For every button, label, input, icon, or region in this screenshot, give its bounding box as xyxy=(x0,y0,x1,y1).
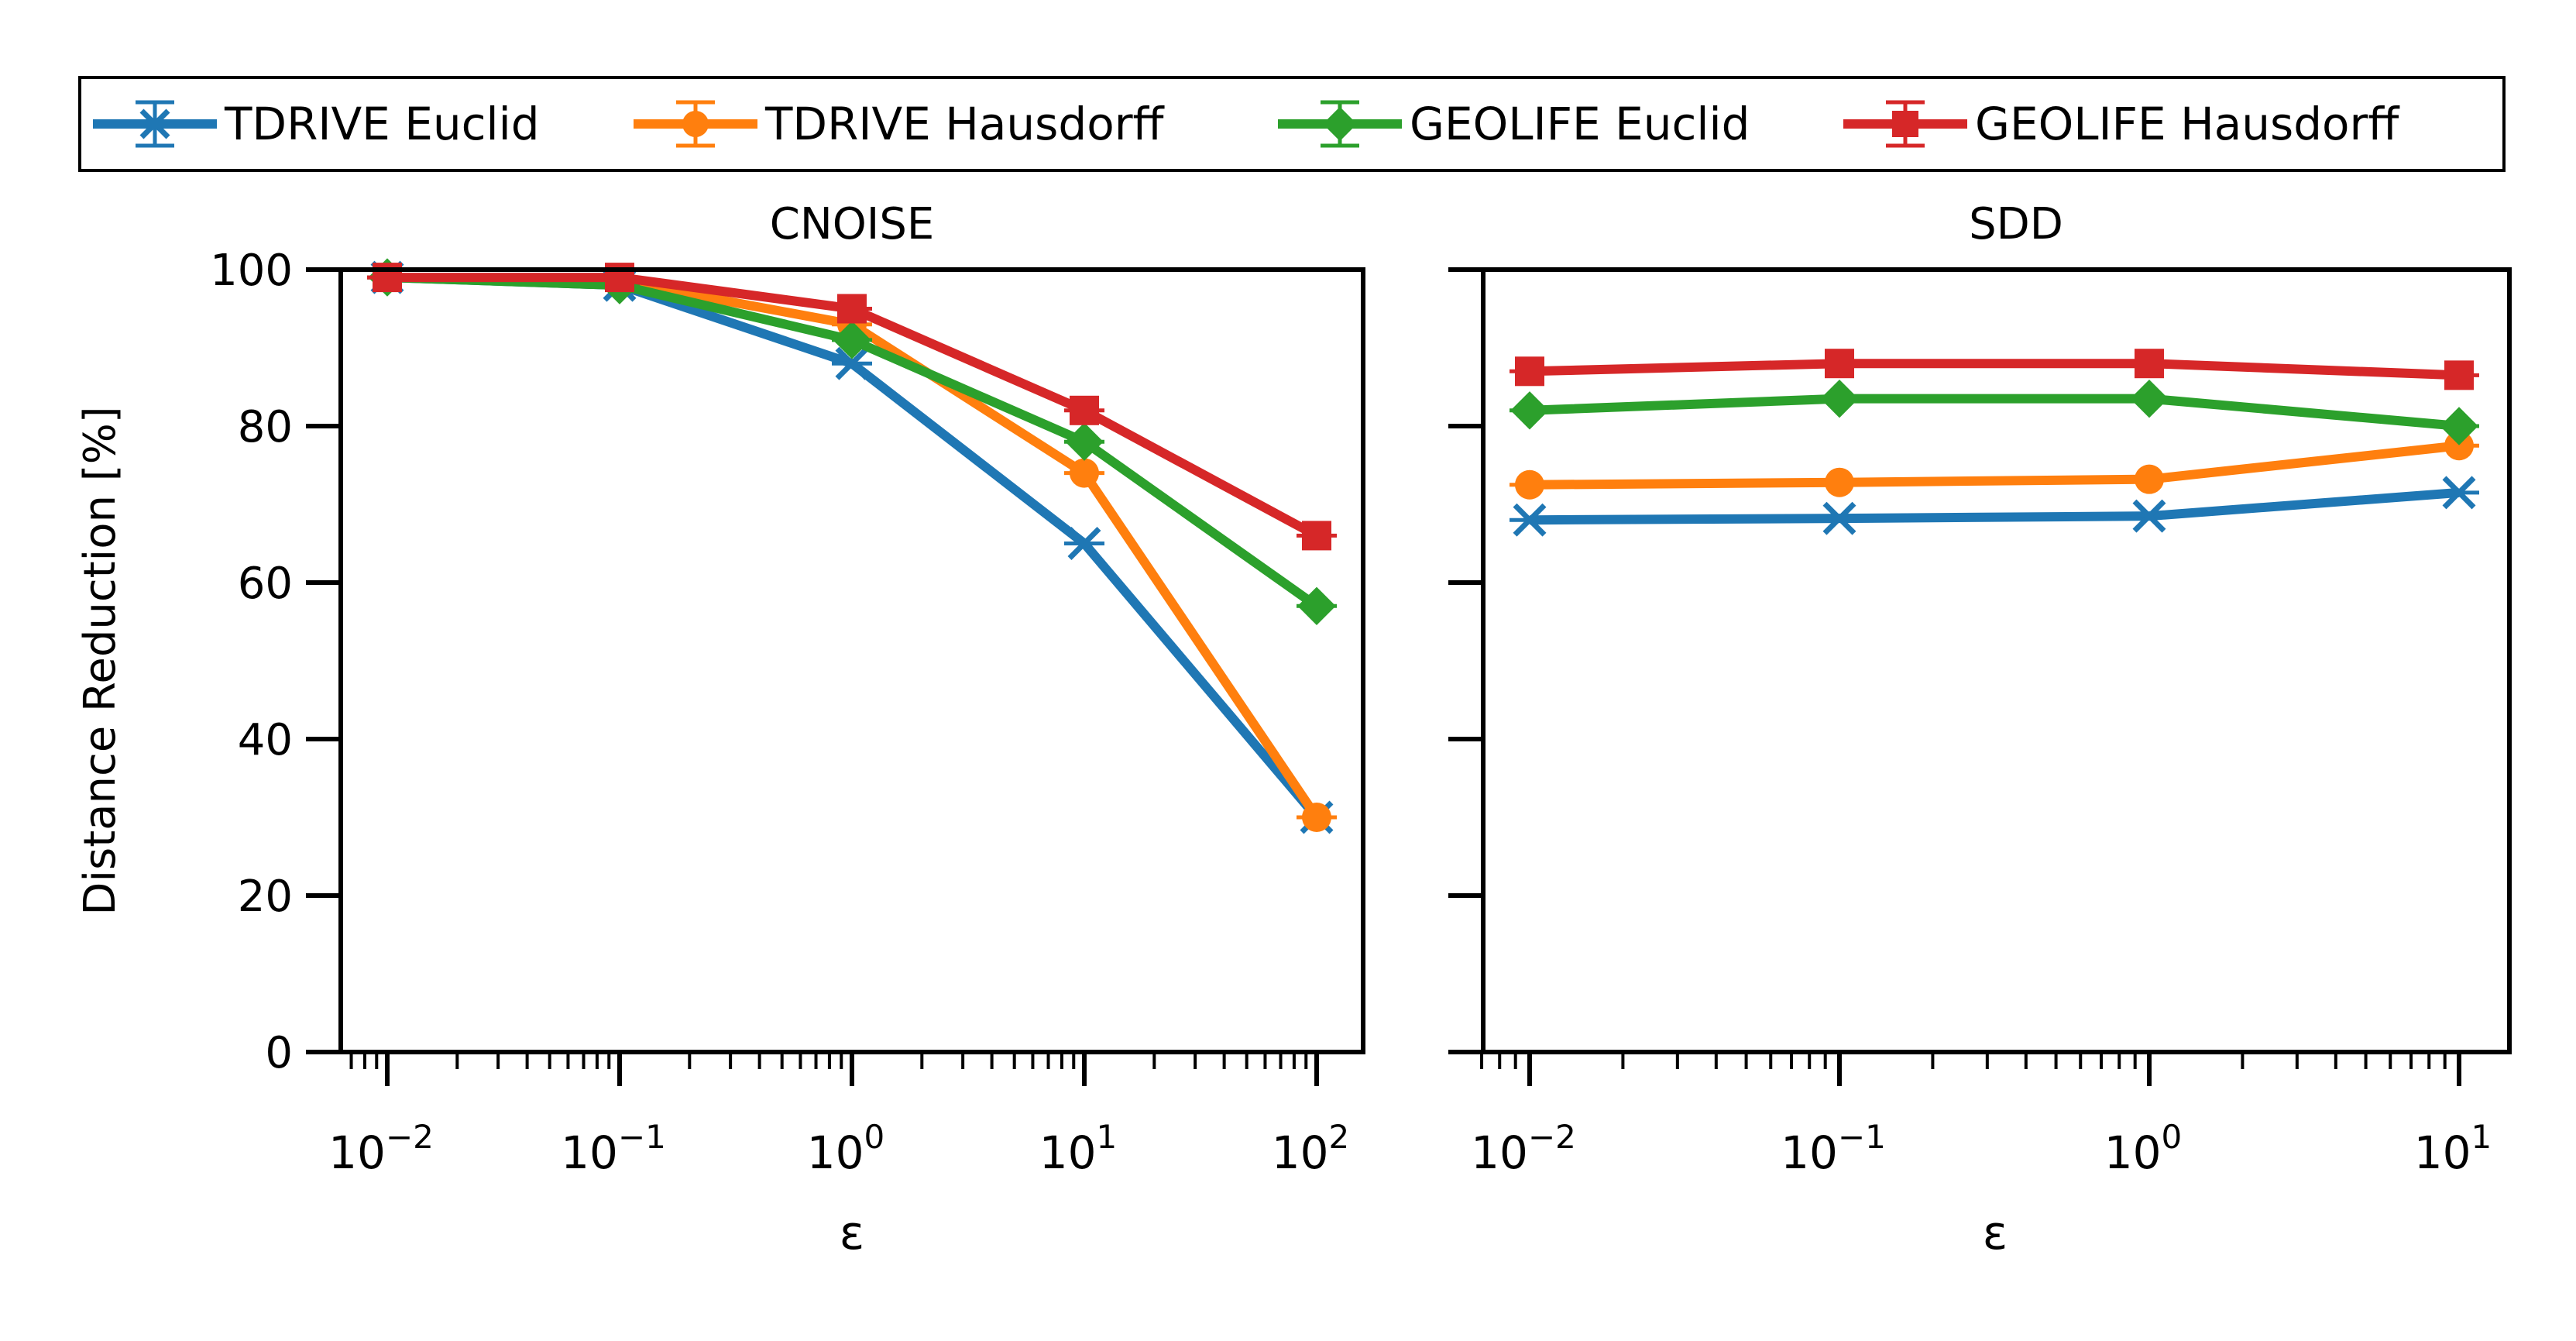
legend: TDRIVE Euclid TDRIVE Hausdorff GEOLIFE Euc… xyxy=(78,76,2506,172)
legend-marker xyxy=(139,108,170,139)
panel-sdd: SDD 10−2 10−1 100 101 ε xyxy=(1448,199,2512,1260)
x-tick-label: 10−2 xyxy=(1471,1118,1576,1179)
data-point xyxy=(2130,379,2169,418)
axes-frame-cnoise xyxy=(338,267,1365,1054)
y-tick-label: 100 xyxy=(210,246,293,296)
x-tick-label: 100 xyxy=(2104,1118,2183,1179)
data-point xyxy=(1515,469,1544,500)
data-point xyxy=(1302,803,1331,832)
x-tick-label: 100 xyxy=(807,1118,885,1179)
data-point xyxy=(1070,395,1099,425)
legend-label: GEOLIFE Hausdorff xyxy=(1975,98,2400,150)
legend-entry: TDRIVE Euclid xyxy=(93,98,540,150)
y-axis-label: Distance Reduction [%] xyxy=(75,406,125,915)
legend-label: TDRIVE Euclid xyxy=(224,98,540,150)
legend-entry: TDRIVE Hausdorff xyxy=(634,98,1166,150)
y-tick-label: 20 xyxy=(238,872,293,922)
data-point xyxy=(1515,356,1544,387)
axes-frame-sdd xyxy=(1481,267,2512,1054)
x-tick-label: 101 xyxy=(1039,1118,1118,1179)
series-line xyxy=(1529,441,2460,490)
data-point xyxy=(1820,379,1859,418)
y-tick-label: 0 xyxy=(265,1028,293,1078)
x-tick-label: 10−1 xyxy=(1781,1118,1886,1179)
data-point xyxy=(1513,503,1547,537)
series-tdrive-hausdorff xyxy=(1510,431,2479,500)
data-point xyxy=(2135,349,2164,379)
legend-marker xyxy=(682,111,709,137)
data-point xyxy=(373,263,402,293)
series-line xyxy=(1529,359,2460,380)
data-point xyxy=(1822,501,1856,535)
x-tick-label: 10−2 xyxy=(328,1118,434,1179)
x-axis-label-sdd: ε xyxy=(1983,1206,2008,1260)
panel-cnoise: CNOISE 0 20 40 60 80 100 10−2 10−1 100 101 102 Dis… xyxy=(75,199,1365,1260)
x-tick-label: 10−1 xyxy=(561,1118,666,1179)
data-point xyxy=(2444,431,2474,461)
data-point xyxy=(2135,464,2164,494)
data-point xyxy=(2442,476,2476,510)
legend-label: TDRIVE Hausdorff xyxy=(764,98,1166,150)
data-point xyxy=(1070,458,1099,488)
panel-title-sdd: SDD xyxy=(1969,199,2063,249)
series-geolife-hausdorff xyxy=(367,263,1337,551)
data-point xyxy=(2444,360,2474,390)
legend-entry: GEOLIFE Hausdorff xyxy=(1843,98,2400,150)
data-point xyxy=(1297,586,1336,625)
data-point xyxy=(835,346,869,380)
data-point xyxy=(837,294,867,324)
y-tick-label: 40 xyxy=(238,715,293,765)
legend-marker xyxy=(1322,106,1358,142)
x-axis-label-cnoise: ε xyxy=(840,1206,864,1260)
data-point xyxy=(1825,349,1854,379)
data-point xyxy=(1510,391,1549,430)
series-tdrive-euclid xyxy=(1510,476,2479,537)
x-tick-label: 102 xyxy=(1272,1118,1350,1179)
data-point xyxy=(1065,422,1104,461)
data-point xyxy=(833,321,871,359)
data-point xyxy=(1825,467,1854,497)
panel-title-cnoise: CNOISE xyxy=(770,199,935,249)
x-tick-label: 101 xyxy=(2414,1118,2492,1179)
series-geolife-euclid xyxy=(1510,379,2479,445)
data-point xyxy=(1067,527,1101,560)
y-tick-label: 60 xyxy=(238,559,293,609)
legend-entry: GEOLIFE Euclid xyxy=(1278,98,1750,150)
series-geolife-hausdorff xyxy=(1510,349,2479,390)
data-point xyxy=(1302,521,1331,551)
y-tick-label: 80 xyxy=(238,402,293,452)
legend-marker xyxy=(1892,111,1918,137)
series-line xyxy=(1529,394,2460,431)
data-point xyxy=(2132,499,2166,533)
data-point xyxy=(605,263,634,293)
data-point xyxy=(2440,407,2478,445)
series-line xyxy=(1529,487,2460,525)
legend-label: GEOLIFE Euclid xyxy=(1410,98,1750,150)
